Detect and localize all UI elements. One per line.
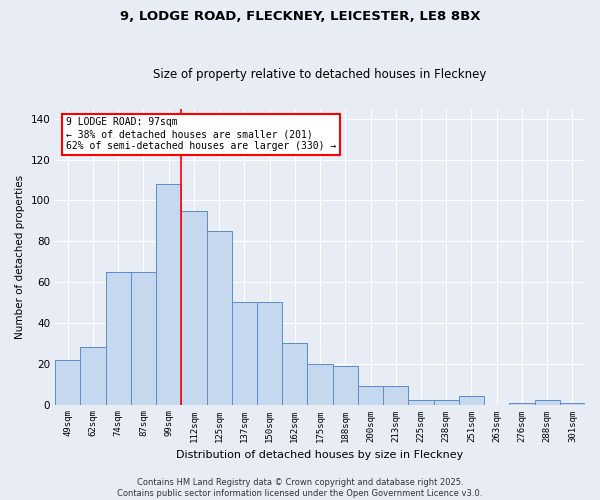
Text: Contains HM Land Registry data © Crown copyright and database right 2025.
Contai: Contains HM Land Registry data © Crown c… (118, 478, 482, 498)
Bar (358, 386, 383, 404)
Bar (206, 231, 232, 404)
Bar (55, 360, 80, 405)
Title: Size of property relative to detached houses in Fleckney: Size of property relative to detached ho… (154, 68, 487, 81)
X-axis label: Distribution of detached houses by size in Fleckney: Distribution of detached houses by size … (176, 450, 464, 460)
Bar (106, 272, 131, 404)
Text: 9, LODGE ROAD, FLECKNEY, LEICESTER, LE8 8BX: 9, LODGE ROAD, FLECKNEY, LEICESTER, LE8 … (120, 10, 480, 23)
Bar (459, 396, 484, 404)
Bar (257, 302, 282, 404)
Bar (560, 402, 585, 404)
Text: 9 LODGE ROAD: 97sqm
← 38% of detached houses are smaller (201)
62% of semi-detac: 9 LODGE ROAD: 97sqm ← 38% of detached ho… (66, 118, 336, 150)
Bar (535, 400, 560, 404)
Bar (232, 302, 257, 404)
Bar (282, 344, 307, 404)
Bar (332, 366, 358, 405)
Bar (307, 364, 332, 405)
Bar (383, 386, 409, 404)
Bar (181, 210, 206, 404)
Bar (409, 400, 434, 404)
Bar (156, 184, 181, 404)
Bar (131, 272, 156, 404)
Bar (509, 402, 535, 404)
Y-axis label: Number of detached properties: Number of detached properties (15, 174, 25, 338)
Bar (80, 348, 106, 405)
Bar (434, 400, 459, 404)
